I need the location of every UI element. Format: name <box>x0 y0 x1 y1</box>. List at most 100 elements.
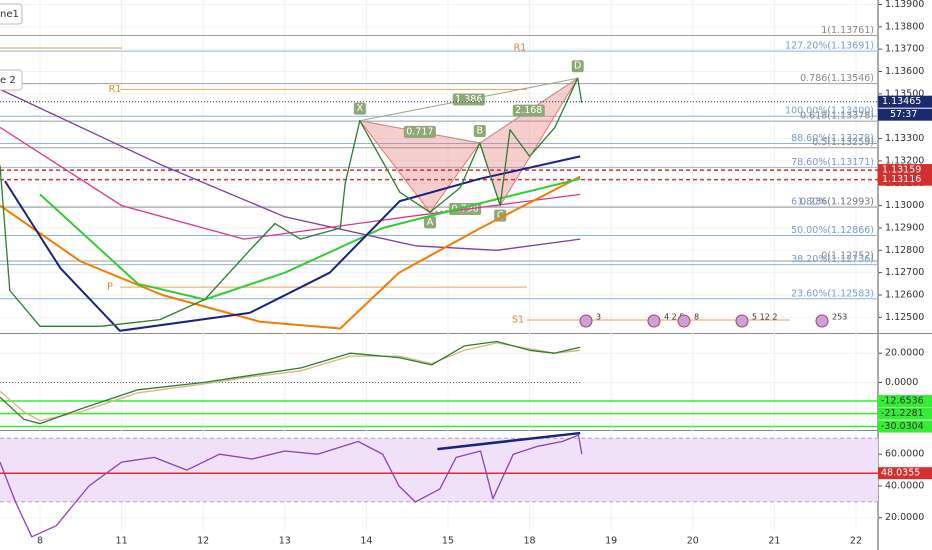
x-tick-label: 22 <box>850 536 862 547</box>
x-tick-label: 21 <box>768 536 780 547</box>
fib-label: 78.60%(1.13171) <box>791 157 874 168</box>
pattern-point-box <box>424 216 437 229</box>
pattern-point-box <box>353 102 366 115</box>
y-tick-label: 20.0000 <box>885 348 924 359</box>
x-tick-label: 11 <box>116 536 128 547</box>
y-tick-label: 1.13300 <box>885 133 924 144</box>
level-tag <box>878 467 932 480</box>
y-tick-label: 1.12900 <box>885 222 924 233</box>
series-line <box>0 175 581 330</box>
series-line <box>4 155 581 332</box>
y-tick-label: 1.13000 <box>885 200 924 211</box>
x-tick-label: 18 <box>524 536 536 547</box>
y-tick-label: 1.12800 <box>885 245 924 256</box>
ratio-label: 1.386 <box>455 94 482 105</box>
y-tick-label: 1.13600 <box>885 66 924 77</box>
series-line <box>0 88 581 251</box>
y-tick-label: 1.13900 <box>885 0 924 10</box>
price-tag-label: 1.13159 <box>882 165 921 176</box>
pattern-point-label: A <box>427 217 434 228</box>
legend-label: ne1 <box>0 9 19 20</box>
level-tag-label: -21.2281 <box>881 408 924 419</box>
level-tag <box>878 420 932 433</box>
pivot-label: R1 <box>514 43 527 54</box>
fib-label: 61.80%(1.12993) <box>791 197 874 208</box>
axis-area <box>878 0 932 550</box>
event-icon <box>815 314 829 328</box>
fib-label: 88.60%(1.13278) <box>791 133 874 144</box>
event-icon <box>735 314 749 328</box>
level-tag <box>878 395 932 408</box>
y-tick-label: 40.0000 <box>885 480 924 491</box>
event-icon <box>647 314 661 328</box>
event-label: 253 <box>832 313 847 322</box>
price-tag-label: 1.13116 <box>882 174 921 185</box>
ratio-box <box>452 93 485 106</box>
divergence-line <box>437 431 581 451</box>
plot-area <box>0 431 878 538</box>
ratio-box <box>403 125 436 138</box>
event-label: 3 <box>596 313 601 322</box>
pattern-point-label: X <box>357 103 364 114</box>
fib-label: 100.00%(1.13400) <box>785 106 874 117</box>
x-tick-label: 19 <box>605 536 617 547</box>
event-label: 8 <box>694 313 699 322</box>
series-line <box>0 340 581 425</box>
plot-area <box>0 340 878 428</box>
fib-label: 1(1.13761) <box>821 25 874 36</box>
countdown-tag <box>878 108 932 121</box>
y-tick-label: 0.0000 <box>885 377 918 388</box>
fib-label: 0.5(1.13259) <box>812 137 874 148</box>
ratio-label: 0.717 <box>406 126 433 137</box>
pattern-point-box <box>473 125 486 138</box>
y-tick-label: 1.13200 <box>885 155 924 166</box>
fib-label: 0.786(1.13546) <box>800 73 874 84</box>
series-line <box>0 342 581 422</box>
fib-label: 38.20%(1.12736) <box>791 254 874 265</box>
event-icon <box>677 314 691 328</box>
fib-label: 23.60%(1.12583) <box>791 288 874 299</box>
pivot-label: R1 <box>109 84 122 95</box>
fib-label: 50.00%(1.12866) <box>791 225 874 236</box>
countdown: 57:37 <box>890 109 917 120</box>
x-tick-label: 12 <box>197 536 209 547</box>
ratio-label: 2.168 <box>515 105 542 116</box>
event-label: 4 2 5 <box>664 313 684 322</box>
event-icon <box>579 314 593 328</box>
legend-box <box>0 69 23 91</box>
series-line <box>39 177 581 301</box>
legend-label: e 2 <box>0 75 16 86</box>
y-tick-label: 1.13800 <box>885 21 924 32</box>
level-tag-label: -30.0304 <box>881 421 924 432</box>
x-tick-label: 14 <box>360 536 372 547</box>
x-tick-label: 15 <box>442 536 454 547</box>
price-tag-label: 1.13465 <box>882 96 921 107</box>
price-tag <box>878 173 932 186</box>
price-tag <box>878 95 932 108</box>
price-tag <box>878 164 932 177</box>
level-tag <box>878 407 932 420</box>
fib-label: 0(1.12752) <box>821 251 874 262</box>
series-line <box>0 434 583 538</box>
fib-label: 0.618(1.13378) <box>800 111 874 122</box>
series-line <box>0 126 581 240</box>
pattern-point-box <box>571 60 584 73</box>
pattern-point-label: D <box>574 61 581 72</box>
series-line <box>0 77 583 327</box>
x-tick-label: 20 <box>687 536 699 547</box>
ratio-line <box>479 77 578 144</box>
y-tick-label: 1.13500 <box>885 88 924 99</box>
y-tick-label: 1.12500 <box>885 312 924 323</box>
level-tag-label: -12.6536 <box>881 396 924 407</box>
event-label: 5 12 2 <box>752 313 777 322</box>
pivot-label: S1 <box>512 315 524 326</box>
x-tick-label: 8 <box>37 536 43 547</box>
fib-label: 0.236(1.12993) <box>800 197 874 208</box>
x-tick-label: 13 <box>279 536 291 547</box>
y-tick-label: 60.0000 <box>885 449 924 460</box>
pivot-label: P <box>107 282 113 293</box>
fib-label: 127.20%(1.13691) <box>785 41 874 52</box>
